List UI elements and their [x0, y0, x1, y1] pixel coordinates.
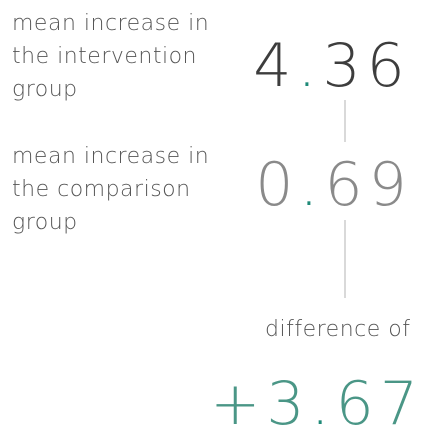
row-label: mean increase in: [12, 144, 209, 169]
row-label: the intervention: [12, 44, 197, 69]
decimal-point: .: [311, 369, 336, 437]
digits: +3: [210, 369, 310, 437]
difference-value: +3.67: [210, 369, 424, 437]
digits: 69: [324, 150, 412, 220]
row-value: 0.69: [255, 150, 413, 220]
decimal-point: .: [299, 150, 324, 220]
difference-label: difference of: [265, 317, 410, 342]
row-label: group: [12, 210, 78, 235]
row-label: the comparison: [12, 177, 191, 202]
row-label: mean increase in: [12, 11, 209, 36]
digits: 0: [255, 150, 299, 220]
row-value: 4.36: [253, 31, 411, 101]
decimal-point: .: [297, 31, 322, 101]
digits: 36: [322, 31, 410, 101]
digits: 67: [336, 369, 424, 437]
row-label: group: [12, 77, 78, 102]
digits: 4: [253, 31, 297, 101]
